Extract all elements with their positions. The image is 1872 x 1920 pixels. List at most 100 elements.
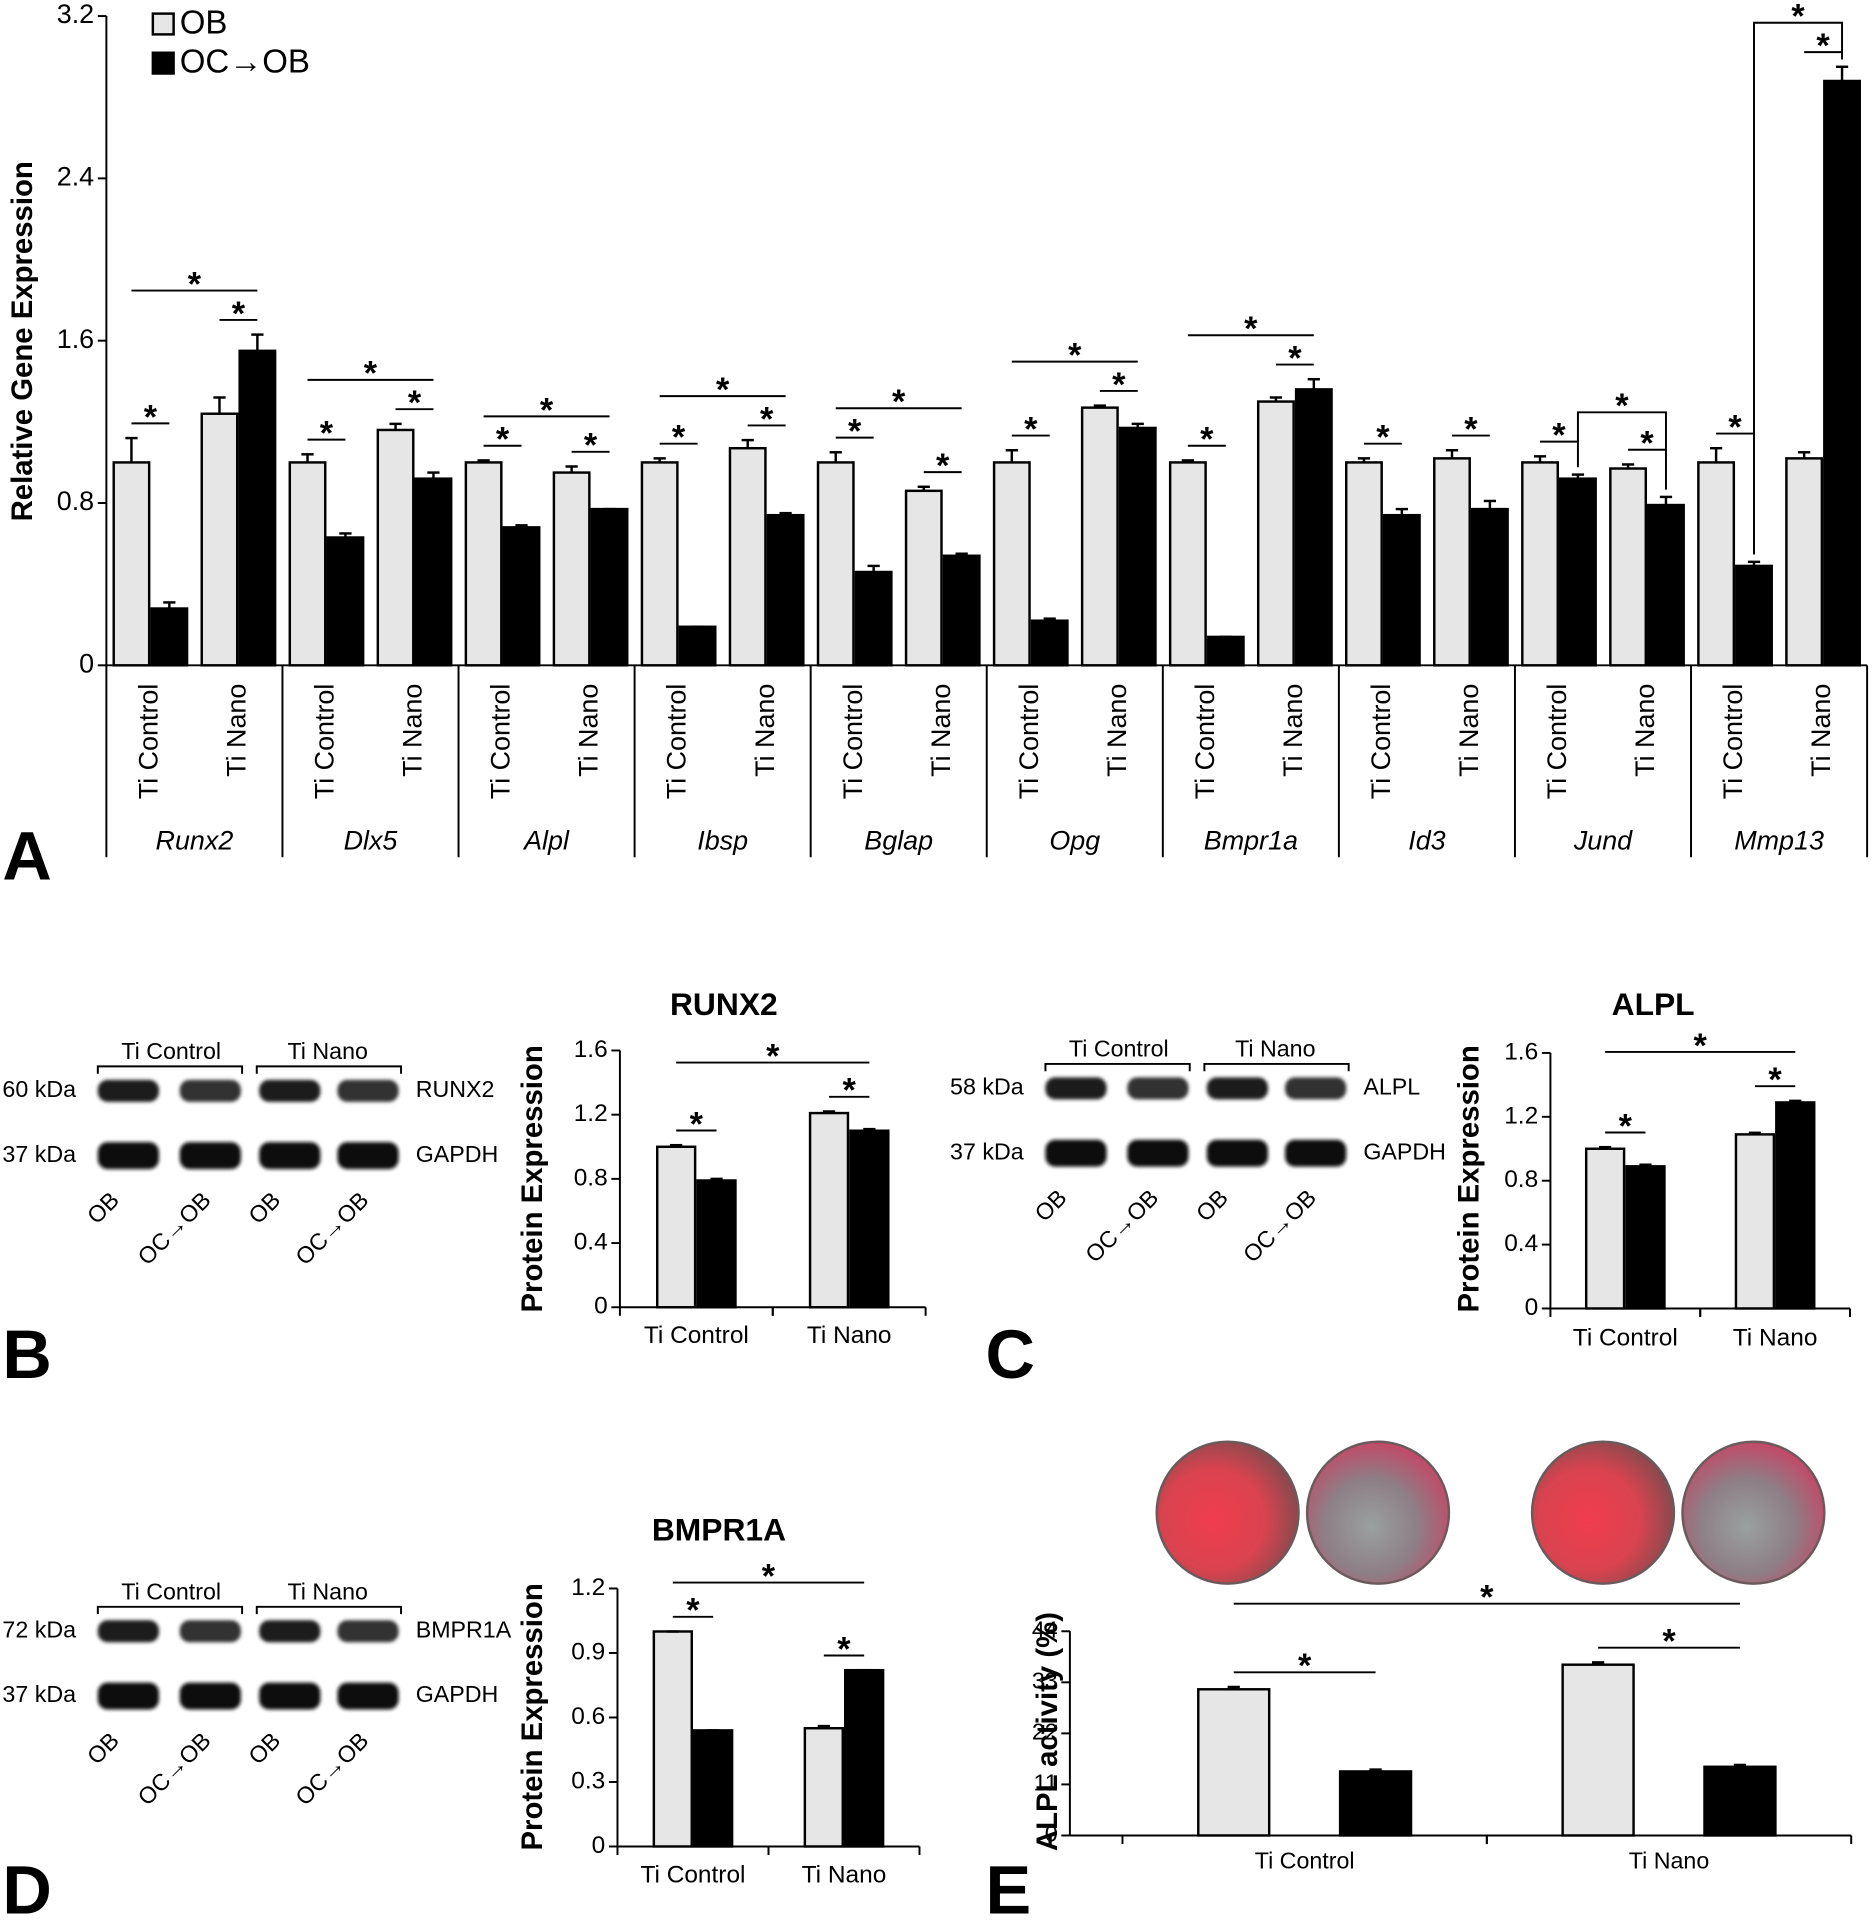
error-bar xyxy=(1269,396,1283,402)
y-axis-title: Protein Expression xyxy=(1453,1045,1486,1312)
legend-label: OB xyxy=(180,3,228,40)
x-tick-label: Ti Nano xyxy=(750,684,780,777)
significance-label: * xyxy=(1480,1579,1494,1617)
bar xyxy=(552,471,591,667)
y-tick-label: 11 xyxy=(1034,1770,1058,1796)
bar xyxy=(1168,461,1207,667)
bar xyxy=(326,536,365,667)
significance-line xyxy=(1753,21,1844,555)
group-label: Bglap xyxy=(864,826,933,856)
group-label: Runx2 xyxy=(156,826,234,856)
blot-band xyxy=(337,1142,399,1170)
blot-band xyxy=(179,1682,241,1710)
y-tick-label: 0.9 xyxy=(571,1638,605,1665)
bar xyxy=(1703,1765,1777,1837)
y-tick-label: 1.2 xyxy=(1504,1102,1538,1129)
blot-size: 37 kDa xyxy=(2,1681,76,1707)
panel-letter: A xyxy=(2,817,51,894)
error-bar xyxy=(1733,1763,1747,1767)
blot-band xyxy=(1285,1077,1347,1100)
legend-label: OC→OB xyxy=(180,42,310,79)
error-bar xyxy=(1533,455,1547,463)
significance-line xyxy=(1576,411,1667,490)
error-bar xyxy=(741,438,754,449)
bar xyxy=(376,428,415,667)
bar xyxy=(854,570,893,667)
error-bar xyxy=(1621,463,1635,469)
error-bar xyxy=(1798,451,1811,459)
significance-label: * xyxy=(686,1592,700,1630)
significance-label: * xyxy=(1662,1623,1676,1661)
blot-band xyxy=(259,1079,321,1102)
significance-label: * xyxy=(760,400,774,438)
significance-label: * xyxy=(540,391,554,429)
legend-swatch xyxy=(151,12,175,36)
error-bar xyxy=(1789,1099,1802,1103)
stain-disk xyxy=(1155,1440,1300,1585)
blot-size: 72 kDa xyxy=(2,1616,76,1642)
x-tick-label: Ti Control xyxy=(1255,1848,1355,1874)
error-bar xyxy=(1591,1661,1605,1665)
error-bar xyxy=(1445,449,1459,459)
significance-label: * xyxy=(1112,366,1126,404)
y-tick-label: 1.2 xyxy=(574,1100,608,1127)
blot-protein: GAPDH xyxy=(416,1681,499,1707)
y-axis-title: ALPL activity (%) xyxy=(1031,1612,1064,1851)
bar xyxy=(816,461,855,667)
error-bar xyxy=(829,451,842,463)
y-axis-title: Relative Gene Expression xyxy=(6,161,39,521)
significance-label: * xyxy=(936,447,950,485)
x-tick-label: Ti Nano xyxy=(1454,684,1484,777)
error-bar xyxy=(1835,65,1849,81)
blot-band xyxy=(1285,1139,1347,1167)
x-tick-label: Ti Control xyxy=(640,1861,745,1888)
y-tick-label: 0 xyxy=(592,1832,606,1859)
bar xyxy=(1030,619,1069,667)
bar xyxy=(1584,1147,1626,1310)
significance-label: * xyxy=(1298,1647,1312,1685)
significance-label: * xyxy=(1619,1107,1633,1145)
error-bar xyxy=(779,511,792,516)
blot-band xyxy=(337,1620,399,1643)
blot-protein: BMPR1A xyxy=(416,1616,512,1642)
blot-band xyxy=(97,1682,159,1710)
x-tick-label: Ti Nano xyxy=(222,684,252,777)
blot-band xyxy=(337,1079,399,1102)
significance-label: * xyxy=(1728,408,1742,446)
blot-band xyxy=(259,1620,321,1643)
significance-label: * xyxy=(364,355,378,393)
bar xyxy=(464,461,503,667)
error-bar xyxy=(1748,1131,1762,1135)
bar xyxy=(112,461,151,667)
significance-label: * xyxy=(232,295,246,333)
bar xyxy=(200,412,239,667)
significance-label: * xyxy=(843,1072,857,1110)
blot-header: Ti Control xyxy=(121,1579,221,1605)
x-tick-label: Ti Nano xyxy=(807,1322,892,1349)
significance-label: * xyxy=(690,1105,704,1143)
error-bar xyxy=(1357,457,1371,463)
bar xyxy=(1735,564,1773,667)
y-tick-label: 2.4 xyxy=(57,161,94,191)
x-tick-label: Ti Nano xyxy=(1102,684,1132,777)
x-tick-label: Ti Control xyxy=(1573,1324,1678,1351)
y-tick-label: 22 xyxy=(1032,1719,1058,1745)
significance-label: * xyxy=(716,371,730,409)
group-label: Opg xyxy=(1049,826,1100,856)
error-bar xyxy=(125,436,138,463)
y-tick-label: 0.4 xyxy=(1504,1230,1538,1257)
significance-label: * xyxy=(766,1037,780,1075)
significance-label: * xyxy=(1288,339,1302,377)
significance-label: * xyxy=(496,421,510,459)
blot-band xyxy=(179,1620,241,1643)
blot-bracket xyxy=(96,1605,244,1615)
y-tick-label: 0.3 xyxy=(571,1767,605,1794)
y-tick-label: 0 xyxy=(1045,1821,1058,1847)
significance-label: * xyxy=(1640,425,1654,463)
y-tick-label: 0 xyxy=(1525,1294,1539,1321)
error-bar xyxy=(1005,449,1018,463)
bar xyxy=(150,607,189,667)
y-tick-label: 1.6 xyxy=(1504,1038,1538,1065)
x-tick-label: Ti Nano xyxy=(1733,1324,1818,1351)
error-bar xyxy=(565,465,578,473)
